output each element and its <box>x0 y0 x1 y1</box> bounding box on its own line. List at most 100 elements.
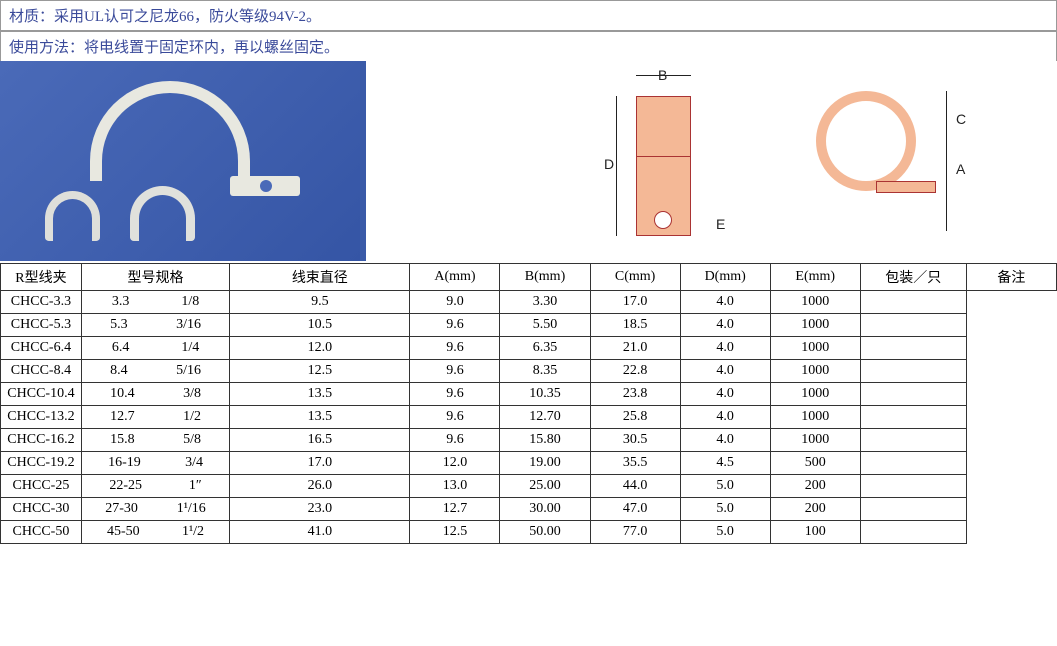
cell-E: 5.0 <box>680 475 770 498</box>
cell-C: 10.35 <box>500 383 590 406</box>
cell-model: CHCC-8.4 <box>1 360 82 383</box>
cell-pack: 1000 <box>770 360 860 383</box>
cell-A: 10.5 <box>230 314 410 337</box>
dimension-diagram: B D E C A <box>586 61 1057 261</box>
cell-A: 23.0 <box>230 498 410 521</box>
cell-C: 30.00 <box>500 498 590 521</box>
cell-note <box>860 521 966 544</box>
table-row: CHCC-13.212.71/213.59.612.7025.84.01000 <box>1 406 1057 429</box>
cell-pack: 1000 <box>770 291 860 314</box>
cell-A: 12.5 <box>230 360 410 383</box>
cell-D: 21.0 <box>590 337 680 360</box>
cell-diameter: 15.85/8 <box>81 429 229 452</box>
cell-B: 9.6 <box>410 383 500 406</box>
cell-model: CHCC-5.3 <box>1 314 82 337</box>
cell-note <box>860 406 966 429</box>
th-model: 型号规格 <box>81 264 229 291</box>
th-C: C(mm) <box>590 264 680 291</box>
cell-E: 4.0 <box>680 383 770 406</box>
table-body: CHCC-3.33.31/89.59.03.3017.04.01000CHCC-… <box>1 291 1057 544</box>
cell-D: 25.8 <box>590 406 680 429</box>
cell-model: CHCC-50 <box>1 521 82 544</box>
cell-B: 9.6 <box>410 360 500 383</box>
cell-note <box>860 498 966 521</box>
cell-diameter: 8.45/16 <box>81 360 229 383</box>
table-row: CHCC-3027-301¹/1623.012.730.0047.05.0200 <box>1 498 1057 521</box>
category-cell: R型线夹 <box>1 264 82 291</box>
cell-diameter: 10.43/8 <box>81 383 229 406</box>
cell-note <box>860 452 966 475</box>
cell-note <box>860 314 966 337</box>
cell-C: 8.35 <box>500 360 590 383</box>
cell-B: 9.6 <box>410 406 500 429</box>
th-D: D(mm) <box>680 264 770 291</box>
cell-B: 13.0 <box>410 475 500 498</box>
cell-A: 26.0 <box>230 475 410 498</box>
dim-E: E <box>716 216 725 232</box>
cell-E: 4.0 <box>680 429 770 452</box>
cell-D: 77.0 <box>590 521 680 544</box>
table-row: CHCC-5.35.33/1610.59.65.5018.54.01000 <box>1 314 1057 337</box>
cell-pack: 1000 <box>770 314 860 337</box>
dim-C: C <box>956 111 966 127</box>
cell-B: 9.6 <box>410 429 500 452</box>
cell-E: 5.0 <box>680 521 770 544</box>
cell-D: 17.0 <box>590 291 680 314</box>
cell-D: 35.5 <box>590 452 680 475</box>
table-row: CHCC-5045-501¹/241.012.550.0077.05.0100 <box>1 521 1057 544</box>
cell-B: 12.7 <box>410 498 500 521</box>
th-E: E(mm) <box>770 264 860 291</box>
cell-note <box>860 360 966 383</box>
cell-model: CHCC-13.2 <box>1 406 82 429</box>
cell-E: 5.0 <box>680 498 770 521</box>
usage-line: 使用方法：将电线置于固定环内，再以螺丝固定。 <box>0 31 1057 61</box>
cell-E: 4.5 <box>680 452 770 475</box>
image-row: B D E C A <box>0 61 1057 261</box>
cell-pack: 1000 <box>770 429 860 452</box>
cell-B: 9.6 <box>410 314 500 337</box>
table-row: CHCC-19.216-193/417.012.019.0035.54.5500 <box>1 452 1057 475</box>
table-row: CHCC-2522-251″26.013.025.0044.05.0200 <box>1 475 1057 498</box>
cell-D: 18.5 <box>590 314 680 337</box>
cell-E: 4.0 <box>680 406 770 429</box>
cell-D: 22.8 <box>590 360 680 383</box>
cell-C: 25.00 <box>500 475 590 498</box>
th-note: 备注 <box>966 264 1056 291</box>
cell-pack: 200 <box>770 475 860 498</box>
th-pack: 包装／只 <box>860 264 966 291</box>
th-A: A(mm) <box>410 264 500 291</box>
cell-A: 9.5 <box>230 291 410 314</box>
cell-model: CHCC-16.2 <box>1 429 82 452</box>
cell-model: CHCC-19.2 <box>1 452 82 475</box>
cell-diameter: 6.41/4 <box>81 337 229 360</box>
cell-note <box>860 429 966 452</box>
table-header-row: R型线夹 型号规格 线束直径 A(mm) B(mm) C(mm) D(mm) E… <box>1 264 1057 291</box>
table-row: CHCC-6.46.41/412.09.66.3521.04.01000 <box>1 337 1057 360</box>
cell-D: 23.8 <box>590 383 680 406</box>
cell-C: 19.00 <box>500 452 590 475</box>
cell-B: 12.0 <box>410 452 500 475</box>
cell-diameter: 12.71/2 <box>81 406 229 429</box>
table-row: CHCC-16.215.85/816.59.615.8030.54.01000 <box>1 429 1057 452</box>
cell-diameter: 3.31/8 <box>81 291 229 314</box>
cell-A: 17.0 <box>230 452 410 475</box>
cell-note <box>860 475 966 498</box>
cell-D: 44.0 <box>590 475 680 498</box>
spec-table: R型线夹 型号规格 线束直径 A(mm) B(mm) C(mm) D(mm) E… <box>0 263 1057 544</box>
th-diameter: 线束直径 <box>230 264 410 291</box>
table-row: CHCC-8.48.45/1612.59.68.3522.84.01000 <box>1 360 1057 383</box>
cell-model: CHCC-10.4 <box>1 383 82 406</box>
cell-note <box>860 291 966 314</box>
cell-model: CHCC-3.3 <box>1 291 82 314</box>
table-row: CHCC-10.410.43/813.59.610.3523.84.01000 <box>1 383 1057 406</box>
cell-E: 4.0 <box>680 314 770 337</box>
cell-C: 3.30 <box>500 291 590 314</box>
cell-diameter: 16-193/4 <box>81 452 229 475</box>
cell-A: 16.5 <box>230 429 410 452</box>
dim-A: A <box>956 161 965 177</box>
cell-A: 13.5 <box>230 383 410 406</box>
cell-D: 30.5 <box>590 429 680 452</box>
product-photo <box>0 61 360 261</box>
cell-C: 12.70 <box>500 406 590 429</box>
cell-pack: 200 <box>770 498 860 521</box>
